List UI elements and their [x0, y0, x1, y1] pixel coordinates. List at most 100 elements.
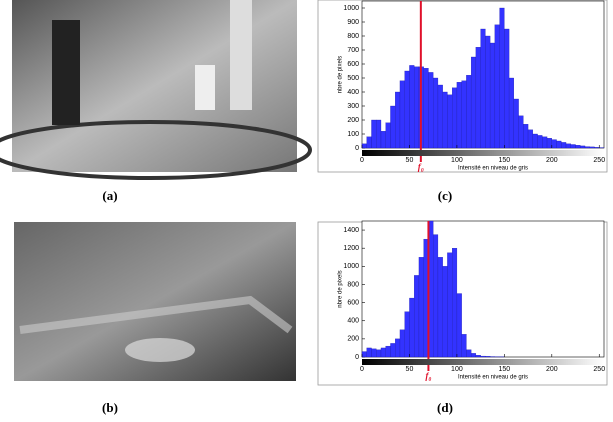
bar	[461, 334, 467, 358]
x-tick-label: 150	[499, 366, 511, 373]
bar	[399, 80, 405, 149]
y-tick-label: 400	[347, 89, 359, 96]
bar	[527, 129, 533, 149]
bar	[494, 24, 500, 149]
bar	[414, 275, 420, 358]
bar	[594, 147, 600, 149]
y-tick-label: 700	[347, 47, 359, 54]
x-tick-label: 150	[499, 157, 511, 164]
bar	[565, 143, 571, 149]
threshold-label: f₀	[425, 371, 431, 381]
bar	[433, 77, 439, 149]
caption: (d)	[437, 400, 453, 415]
bar	[442, 91, 448, 149]
y-tick-label: 1000	[343, 5, 359, 12]
bar	[518, 115, 524, 149]
bar	[575, 145, 581, 149]
y-tick-label: 500	[347, 75, 359, 82]
bar	[390, 343, 396, 358]
y-tick-label: 400	[347, 318, 359, 325]
y-axis-label: nbre de pixels	[338, 56, 344, 93]
bar	[409, 297, 415, 358]
bar	[556, 140, 562, 149]
bar	[371, 119, 377, 149]
bar	[452, 248, 458, 358]
bar	[437, 84, 443, 149]
bar	[513, 98, 519, 149]
caption: (a)	[102, 188, 117, 203]
bar	[380, 131, 386, 149]
caption: (c)	[438, 188, 452, 203]
photo-b	[14, 222, 296, 381]
bar	[452, 87, 458, 149]
x-tick-label: 200	[546, 366, 558, 373]
y-tick-label: 300	[347, 103, 359, 110]
bar	[551, 139, 557, 149]
y-tick-label: 0	[355, 354, 359, 361]
bar	[546, 138, 552, 149]
bar	[480, 28, 486, 149]
y-tick-label: 1200	[343, 245, 359, 252]
photo-a	[0, 0, 312, 180]
x-tick-label: 100	[451, 366, 463, 373]
y-tick-label: 200	[347, 117, 359, 124]
bar	[504, 28, 510, 149]
bar	[447, 252, 453, 358]
bar	[361, 351, 367, 358]
bar	[485, 356, 491, 358]
x-tick-label: 100	[451, 157, 463, 164]
bar	[404, 311, 410, 358]
y-tick-label: 900	[347, 19, 359, 26]
bar	[589, 146, 595, 149]
bar	[371, 348, 377, 358]
bar	[366, 347, 372, 358]
gray-scale	[362, 150, 604, 156]
bar	[433, 234, 439, 358]
bar	[580, 145, 586, 149]
bar	[470, 353, 477, 358]
bar	[418, 257, 424, 358]
x-axis-label: Intensité en niveau de gris	[458, 375, 528, 381]
bar	[390, 105, 396, 149]
y-tick-label: 1000	[343, 263, 359, 270]
bar	[423, 68, 429, 149]
bar	[470, 56, 477, 149]
bar	[489, 42, 496, 149]
bar	[437, 257, 443, 358]
x-tick-label: 0	[360, 157, 364, 164]
bar	[466, 349, 472, 358]
y-tick-label: 200	[347, 336, 359, 343]
bar	[456, 82, 462, 149]
y-tick-label: 800	[347, 33, 359, 40]
bar	[542, 136, 548, 149]
bar	[461, 80, 467, 149]
bar	[385, 345, 391, 358]
x-tick-label: 200	[546, 157, 558, 164]
bar	[395, 91, 401, 149]
bar	[428, 72, 434, 149]
bar	[447, 94, 453, 149]
bar	[395, 338, 401, 358]
bar	[570, 144, 576, 149]
bar	[399, 329, 405, 358]
y-tick-label: 100	[347, 131, 359, 138]
bar	[409, 65, 415, 149]
bar	[385, 122, 391, 149]
x-tick-label: 250	[593, 157, 605, 164]
bar	[376, 349, 382, 358]
bar	[366, 136, 372, 149]
bar	[480, 355, 486, 358]
caption: (b)	[102, 400, 118, 415]
bar	[508, 77, 514, 149]
y-tick-label: 600	[347, 299, 359, 306]
y-tick-label: 800	[347, 281, 359, 288]
x-tick-label: 0	[360, 366, 364, 373]
x-tick-label: 50	[406, 366, 414, 373]
bar	[475, 47, 481, 149]
bar	[561, 142, 567, 149]
bar	[475, 355, 481, 358]
bar	[442, 266, 448, 358]
bar	[414, 66, 420, 149]
